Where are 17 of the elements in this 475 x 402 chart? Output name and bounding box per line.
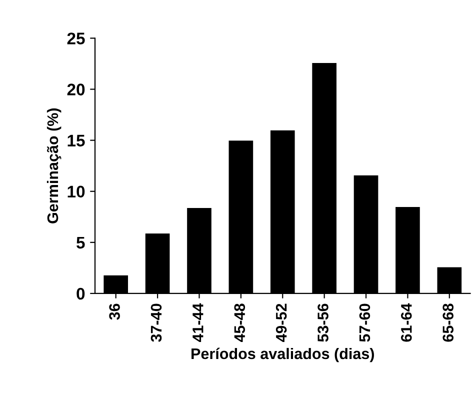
x-tick-label: 37-40 [150,304,162,342]
y-tick-label: 10 [68,186,85,198]
x-tick-label: 41-44 [192,303,204,342]
x-tick-label: 36 [109,304,120,320]
y-tick-label: 0 [76,288,85,300]
y-tick-label: 15 [68,134,85,146]
x-tick-label: 49-52 [276,304,287,342]
x-tick-label: 45-48 [234,304,246,342]
y-tick-label: 20 [67,84,85,96]
y-tick-label: 5 [76,236,85,249]
x-tick-label: 65-68 [442,304,454,342]
y-axis-title: Germinação (%) [46,108,62,224]
x-axis-title: Períodos avaliados (dias) [192,348,374,362]
x-tick-label: 57-60 [359,304,370,342]
y-tick-label: 25 [67,32,85,44]
x-tick-label: 53-56 [318,304,328,342]
x-tick-label: 61-64 [400,303,412,342]
